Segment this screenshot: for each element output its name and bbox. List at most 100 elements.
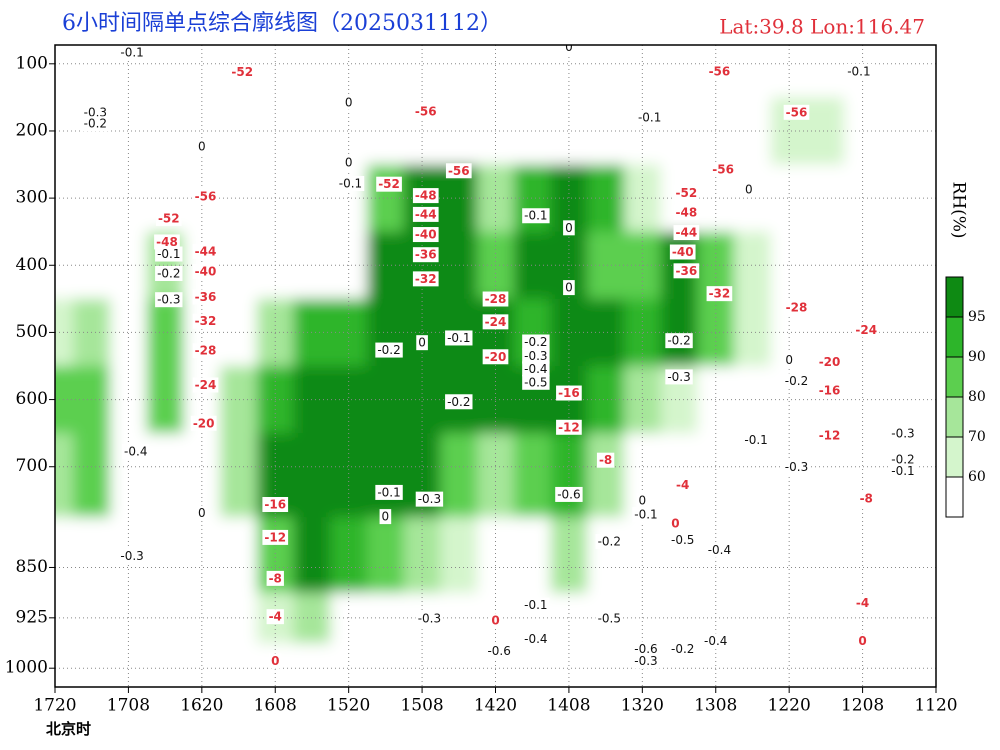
rh-cell	[293, 45, 331, 98]
rh-cell	[55, 97, 74, 166]
rh-cell	[550, 433, 588, 518]
rh-cell	[734, 366, 772, 434]
label-box	[192, 313, 219, 329]
label-box	[702, 633, 730, 649]
rh-cell	[697, 433, 735, 518]
label-box	[522, 348, 550, 364]
omega-label: 0	[565, 281, 573, 295]
omega-label: 0	[418, 336, 426, 350]
omega-label: -0.1	[524, 209, 547, 223]
rh-cell	[146, 298, 184, 367]
rh-cell	[550, 298, 588, 367]
label-box	[522, 374, 550, 390]
label-box	[445, 330, 473, 346]
x-tick-label: 1620	[180, 696, 223, 716]
location: Lat:39.8 Lon:116.47	[719, 15, 925, 39]
rh-cell	[734, 164, 772, 233]
y-tick-label: 100	[16, 53, 48, 73]
omega-label: 0	[785, 353, 793, 367]
label-box	[782, 459, 811, 475]
label-box	[635, 110, 664, 126]
label-box	[192, 263, 219, 279]
label-box	[482, 349, 509, 365]
label-box	[522, 631, 550, 647]
label-box	[118, 548, 146, 564]
rh-cell	[917, 231, 936, 300]
rh-cell	[220, 517, 258, 594]
label-box	[706, 286, 733, 302]
label-box	[555, 486, 583, 502]
x-tick-label: 1120	[914, 696, 957, 716]
temperature-label: -32	[415, 272, 437, 286]
rh-cell	[513, 517, 552, 594]
label-box	[229, 64, 256, 80]
temperature-label: -28	[786, 301, 808, 315]
omega-label: -0.3	[785, 460, 808, 474]
omega-label: -0.4	[124, 444, 147, 458]
label-box	[118, 45, 146, 61]
label-box	[122, 443, 150, 459]
colorbar-tick-label: 90	[968, 349, 986, 365]
omega-label: 0	[639, 493, 647, 507]
label-box	[522, 597, 550, 613]
rh-cell	[73, 517, 111, 594]
temperature-label: -56	[786, 105, 808, 119]
rh-cell	[807, 366, 845, 434]
temperature-label: -12	[264, 530, 286, 544]
label-box	[522, 361, 550, 377]
omega-label: -0.1	[447, 331, 470, 345]
label-box	[154, 234, 180, 250]
omega-label: -0.1	[638, 111, 661, 125]
rh-cell	[807, 231, 845, 300]
chart-title: 6小时间隔单点综合廓线图（2025031112）	[62, 11, 502, 36]
temperature-label: -44	[195, 244, 217, 258]
rh-cell	[917, 592, 936, 644]
rh-cell	[293, 433, 331, 518]
rh-cell	[183, 433, 221, 518]
rh-cell	[587, 97, 625, 166]
omega-label: 0	[565, 221, 573, 235]
label-box	[816, 427, 843, 443]
rh-cell	[807, 45, 845, 98]
temperature-label: -48	[156, 235, 178, 249]
temperature-label: 0	[858, 634, 866, 648]
label-box	[857, 490, 875, 506]
label-box	[81, 116, 110, 132]
temperature-label: -12	[819, 428, 841, 442]
rh-cell	[734, 517, 772, 594]
label-box	[669, 532, 697, 548]
label-box	[416, 335, 428, 351]
omega-label: -0.1	[120, 46, 143, 60]
rh-cell	[660, 433, 698, 518]
label-box	[192, 243, 219, 259]
label-box	[445, 163, 472, 179]
label-box	[816, 354, 843, 370]
rh-cell	[513, 45, 552, 98]
omega-label: -0.2	[671, 642, 694, 656]
label-box	[375, 484, 403, 500]
rh-cell	[73, 433, 111, 518]
y-tick-label: 925	[16, 607, 48, 627]
label-box	[415, 491, 444, 507]
x-tick-label: 1220	[768, 696, 811, 716]
label-box	[665, 369, 693, 385]
rh-cell	[660, 45, 698, 98]
omega-label: -0.3	[84, 105, 107, 119]
omega-label: -0.3	[667, 370, 690, 384]
omega-label: 0	[198, 140, 206, 154]
rh-cell	[55, 517, 74, 594]
temperature-label: 0	[491, 614, 499, 628]
rh-cell	[807, 592, 845, 644]
label-box	[81, 104, 110, 120]
rh-cell	[110, 298, 148, 367]
x-tick-label: 1608	[254, 696, 297, 716]
temperature-label: -28	[195, 344, 217, 358]
temperature-label: -56	[195, 189, 217, 203]
rh-cell	[293, 517, 331, 594]
label-box	[522, 208, 550, 224]
rh-cell	[367, 45, 405, 98]
omega-label: -0.4	[704, 634, 727, 648]
label-box	[673, 263, 700, 279]
rh-cell	[917, 517, 936, 594]
omega-label: -0.1	[524, 598, 547, 612]
